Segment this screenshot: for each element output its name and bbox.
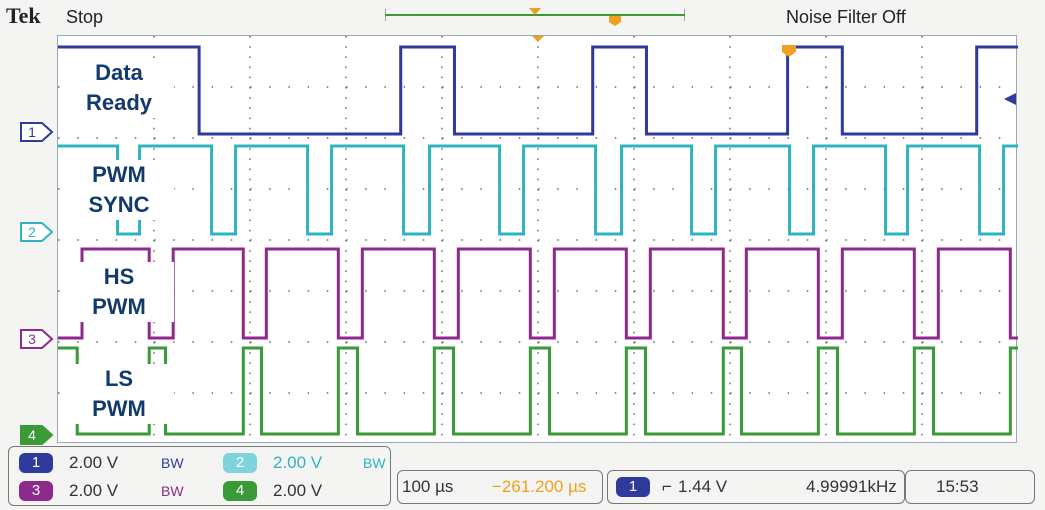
label-ch2-line1: PWM	[92, 162, 146, 187]
ch2-marker-label: 2	[28, 224, 36, 240]
ch1-ground-marker[interactable]: 1	[20, 122, 54, 142]
label-ch2-line2: SYNC	[88, 192, 150, 217]
ch4-marker-label: 4	[28, 427, 36, 443]
trace-ch2	[58, 144, 1018, 236]
label-ch4-line2: PWM	[92, 396, 146, 421]
ch1-bw-limit: BW	[161, 455, 184, 471]
graticule	[58, 36, 1018, 444]
ch3-chip[interactable]: 3	[19, 481, 53, 501]
ch2-bw-limit: BW	[363, 455, 386, 471]
readout-bar: 1 2.00 V BW 2 2.00 V BW 3 2.00 V BW 4 2.…	[0, 444, 1045, 510]
ch2-chip[interactable]: 2	[223, 453, 257, 473]
trigger-frequency: 4.99991kHz	[806, 477, 897, 496]
waveform-traces	[58, 36, 1018, 436]
acquisition-state: Stop	[66, 7, 104, 27]
trigger-level: 1.44 V	[678, 477, 728, 496]
brand-logo: Tek	[6, 3, 41, 28]
trigger-point-icon	[532, 36, 544, 42]
label-ch1-line2: Ready	[85, 90, 153, 115]
trace-ch3	[58, 247, 1018, 340]
horizontal-position: −261.200 µs	[492, 477, 587, 496]
timebase-readout[interactable]: 100 µs −261.200 µs	[397, 470, 603, 504]
cursor-marker-icon	[782, 45, 796, 57]
label-ch4: LS PWM	[64, 364, 174, 424]
trigger-position-icon	[529, 8, 541, 15]
waveform-display[interactable]: Data Ready PWM SYNC HS PWM LS PWM	[57, 35, 1018, 444]
label-ch2: PWM SYNC	[64, 160, 174, 220]
cursor-t-icon	[609, 16, 621, 26]
trigger-readout[interactable]: 1 ⌐ 1.44 V 4.99991kHz	[607, 470, 905, 504]
record-overview	[385, 8, 685, 26]
label-ch3: HS PWM	[64, 262, 174, 322]
label-ch3-line2: PWM	[92, 294, 146, 319]
noise-filter-status: Noise Filter Off	[786, 7, 906, 27]
clock-time: 15:53	[936, 477, 979, 496]
status-bar: Tek Stop Noise Filter Off	[0, 0, 1045, 34]
ch4-scale: 2.00 V	[273, 481, 323, 500]
ch3-scale: 2.00 V	[69, 481, 119, 500]
ch2-scale: 2.00 V	[273, 453, 323, 472]
label-ch1: Data Ready	[64, 58, 174, 118]
ch3-bw-limit: BW	[161, 483, 184, 499]
trace-ch1	[58, 45, 1018, 136]
clock-readout: 15:53	[905, 470, 1035, 504]
ch3-ground-marker[interactable]: 3	[20, 329, 54, 349]
ch2-ground-marker[interactable]: 2	[20, 222, 54, 242]
ch3-marker-label: 3	[28, 331, 36, 347]
ch1-chip[interactable]: 1	[19, 453, 53, 473]
ch1-marker-label: 1	[28, 124, 36, 140]
ch4-chip[interactable]: 4	[223, 481, 257, 501]
label-ch1-line1: Data	[95, 60, 143, 85]
horizontal-scale: 100 µs	[402, 477, 454, 496]
channel-readouts[interactable]: 1 2.00 V BW 2 2.00 V BW 3 2.00 V BW 4 2.…	[8, 446, 391, 506]
label-ch4-line1: LS	[104, 366, 134, 391]
label-ch3-line1: HS	[103, 264, 135, 289]
trace-ch4	[58, 346, 1018, 436]
trigger-level-icon	[1004, 93, 1016, 105]
trigger-edge-icon: ⌐	[662, 477, 672, 496]
ch4-ground-marker[interactable]: 4	[20, 425, 54, 445]
ch1-scale: 2.00 V	[69, 453, 119, 472]
trigger-source-chip[interactable]: 1	[616, 477, 650, 497]
